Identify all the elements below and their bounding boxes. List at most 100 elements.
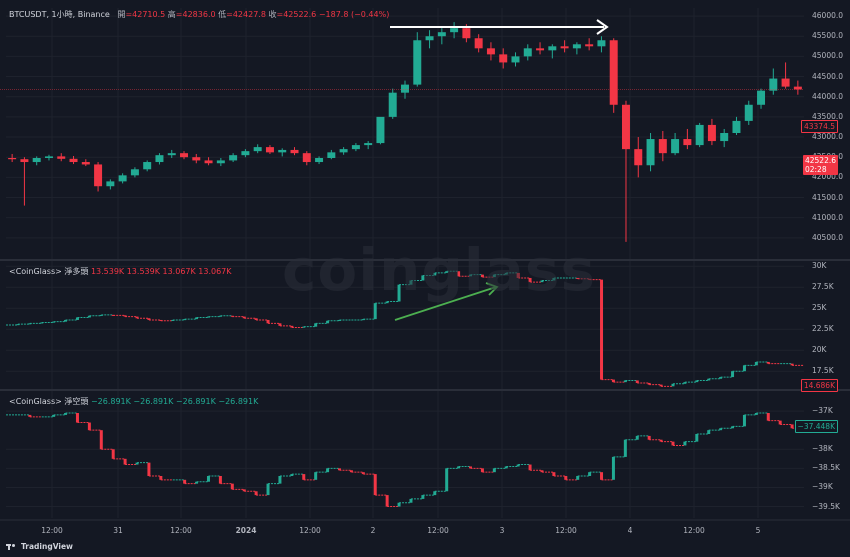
net-short-title[interactable]: <CoinGlass> 淨空頭 xyxy=(9,397,89,406)
time-tick-label: 3 xyxy=(499,526,505,535)
high-label: 高 xyxy=(167,10,176,19)
candle-body xyxy=(155,155,164,163)
net-short-bar xyxy=(302,474,306,480)
net-long-bar xyxy=(600,279,604,380)
candle-body xyxy=(180,153,189,158)
price-tick-label: 44500.0 xyxy=(812,71,844,81)
net-long-bar xyxy=(99,314,103,316)
open-value: =42710.5 xyxy=(125,10,166,19)
net-long-bar xyxy=(433,272,437,276)
net-short-bar xyxy=(492,468,496,473)
candle-body xyxy=(450,28,459,33)
net-long-bar xyxy=(445,271,449,273)
tradingview-icon xyxy=(6,543,18,551)
candle-body xyxy=(511,56,520,63)
net-short-bar xyxy=(433,491,437,496)
net-short-bar xyxy=(290,474,294,476)
net-long-bars xyxy=(6,270,804,387)
net-short-bar xyxy=(683,441,687,446)
candle-body xyxy=(757,90,766,105)
net-long-values: 13.539K 13.539K 13.067K 13.067K xyxy=(90,267,232,276)
net-long-bar xyxy=(683,382,687,384)
net-short-bar xyxy=(64,413,68,415)
coinglass-watermark: coinglass xyxy=(282,236,596,304)
net-short-bar xyxy=(266,483,270,496)
price-tick-label: 41000.0 xyxy=(812,212,844,222)
candle-body xyxy=(192,157,201,161)
price-tick-label: 45500.0 xyxy=(812,31,844,41)
last-price-value: 42522.6 xyxy=(804,156,836,165)
net-short-bar xyxy=(147,462,151,476)
symbol-title[interactable]: BTCUSDT, 1小時, Binance xyxy=(9,10,110,19)
net-short-bar xyxy=(576,476,580,480)
net-long-bar xyxy=(457,271,461,277)
net-short-legend[interactable]: <CoinGlass> 淨空頭 −26.891K −26.891K −26.89… xyxy=(9,397,258,407)
net-short-bar xyxy=(52,414,56,417)
net-short-bar xyxy=(588,472,592,476)
green-arrow-line xyxy=(394,286,497,321)
net-short-bar xyxy=(516,464,520,467)
net-short-bar xyxy=(659,439,663,442)
net-long-title[interactable]: <CoinGlass> 淨多頭 xyxy=(9,267,89,276)
net-long-bar xyxy=(504,272,508,275)
net-long-legend[interactable]: <CoinGlass> 淨多頭 13.539K 13.539K 13.067K … xyxy=(9,267,232,277)
net-long-bar xyxy=(147,318,151,320)
net-long-tick-label: 22.5K xyxy=(812,324,834,334)
net-long-bar xyxy=(754,361,758,366)
net-long-bar xyxy=(28,323,32,325)
net-short-bar xyxy=(647,435,651,440)
net-long-bar xyxy=(123,315,127,317)
net-short-bar xyxy=(719,428,723,431)
net-short-bar xyxy=(469,466,473,469)
net-long-bar xyxy=(290,325,294,328)
net-long-bar xyxy=(528,277,532,283)
net-long-bar xyxy=(719,377,723,379)
net-long-bar xyxy=(337,319,341,321)
net-long-bar xyxy=(159,319,163,321)
tradingview-brand: TradingView xyxy=(21,542,73,551)
candle-body xyxy=(130,169,139,176)
candle-body xyxy=(278,149,287,153)
last-price-badge: 42522.6 02:28 xyxy=(802,155,838,175)
net-short-bar xyxy=(742,414,746,427)
net-short-bar xyxy=(695,434,699,442)
net-short-bar xyxy=(790,424,794,429)
price-legend[interactable]: BTCUSDT, 1小時, Binance 開=42710.5 高=42836.… xyxy=(9,10,389,20)
net-long-bar xyxy=(742,365,746,372)
candle-body xyxy=(167,153,176,156)
net-short-bar xyxy=(397,502,401,507)
net-short-bar xyxy=(314,472,318,480)
net-short-bar xyxy=(552,472,556,476)
net-long-bar xyxy=(278,323,282,326)
net-long-bar xyxy=(135,316,139,319)
price-tick-label: 45000.0 xyxy=(812,51,844,61)
candle-body xyxy=(462,28,471,39)
net-short-bar xyxy=(218,476,222,484)
open-label: 開 xyxy=(117,10,126,19)
net-long-bar xyxy=(766,361,770,364)
countdown-value: 02:28 xyxy=(804,165,827,174)
pane-separators[interactable] xyxy=(0,259,850,521)
candle-body xyxy=(265,147,274,153)
net-long-tick-label: 30K xyxy=(812,261,827,271)
net-long-last-badge: 14.686K xyxy=(800,379,838,392)
candle-body xyxy=(585,44,594,47)
tradingview-logo[interactable]: TradingView xyxy=(6,542,73,551)
net-long-bar xyxy=(695,380,699,383)
net-long-bar xyxy=(254,318,258,320)
candle-body xyxy=(241,151,250,156)
net-long-bar xyxy=(576,277,580,279)
candle-body xyxy=(376,116,385,144)
net-short-bar xyxy=(671,441,675,446)
candle-body xyxy=(609,40,618,105)
net-long-bar xyxy=(552,277,556,281)
change-value: −187.8 (−0.44%) xyxy=(318,10,390,19)
candle-body xyxy=(486,48,495,55)
net-short-bar xyxy=(183,479,187,484)
net-short-bar xyxy=(540,470,544,473)
net-long-bar xyxy=(183,319,187,321)
net-long-bar xyxy=(16,324,20,326)
net-long-bar xyxy=(516,272,520,278)
candle-body xyxy=(204,160,213,164)
